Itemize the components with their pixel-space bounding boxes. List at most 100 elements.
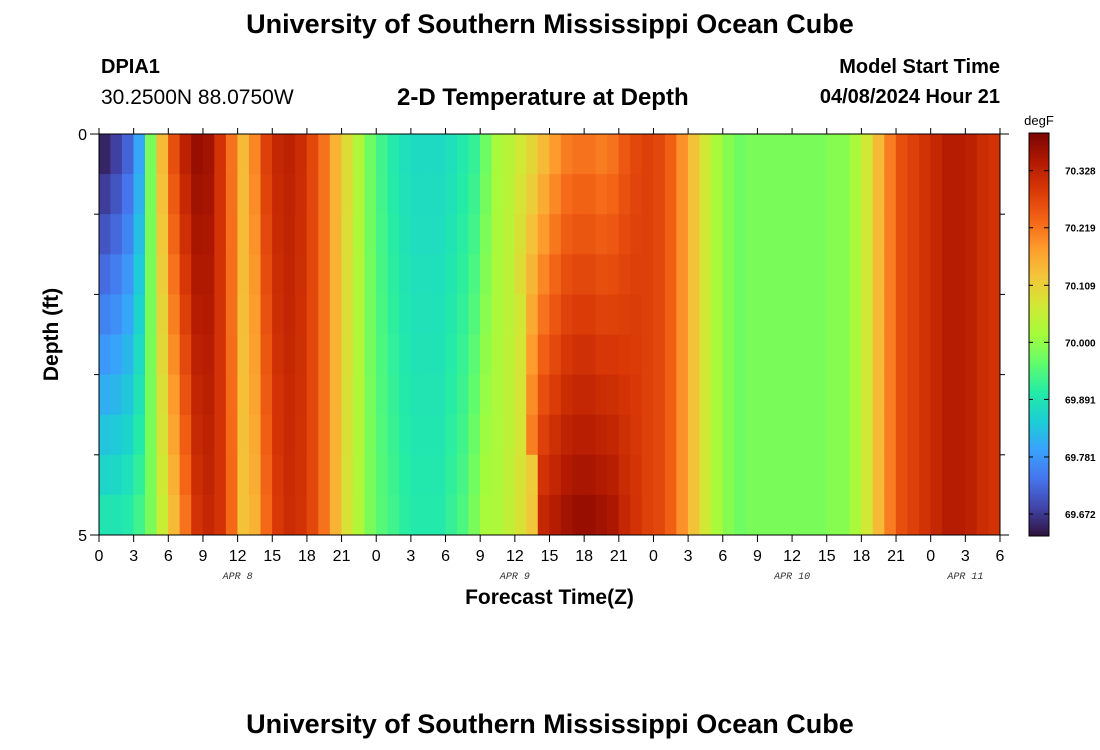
heatmap-cell — [145, 254, 157, 295]
heatmap-cell — [272, 214, 285, 255]
heatmap-cell — [907, 134, 920, 175]
heatmap-cell — [687, 214, 700, 255]
heatmap-cell — [214, 454, 227, 496]
heatmap-cell — [456, 254, 469, 295]
heatmap-cell — [895, 254, 908, 295]
heatmap-cell — [260, 254, 273, 295]
colorbar-tick-label: 69.891 — [1065, 395, 1096, 406]
heatmap-cell — [976, 174, 989, 215]
heatmap-cell — [687, 134, 700, 175]
heatmap-cell — [965, 134, 978, 175]
heatmap-cell — [433, 454, 446, 496]
heatmap-cell — [352, 294, 365, 335]
heatmap-cell — [861, 134, 874, 175]
heatmap-cell — [98, 494, 111, 536]
heatmap-cell — [133, 254, 146, 295]
heatmap-cell — [814, 414, 827, 456]
heatmap-cell — [653, 134, 666, 175]
heatmap-cell — [895, 454, 908, 496]
heatmap-cell — [156, 334, 169, 375]
heatmap-cell — [838, 134, 851, 175]
heatmap-cell — [838, 214, 851, 255]
x-tick-label: 6 — [718, 548, 727, 565]
heatmap-cell — [676, 454, 689, 496]
heatmap-cell — [283, 334, 296, 375]
heatmap-cell — [110, 414, 123, 456]
heatmap-cell — [583, 214, 596, 255]
heatmap-cell — [410, 174, 423, 215]
heatmap-cell — [988, 494, 1001, 536]
heatmap-cell — [745, 254, 758, 295]
heatmap-cell — [572, 414, 585, 456]
heatmap-cell — [156, 174, 169, 215]
heatmap-cell — [410, 454, 423, 496]
heatmap-cell — [341, 214, 354, 255]
heatmap-cell — [537, 134, 550, 175]
heatmap-cell — [861, 334, 874, 375]
heatmap-cell — [745, 494, 758, 536]
heatmap-cell — [653, 214, 666, 255]
heatmap-cell — [641, 454, 654, 496]
heatmap-cell — [942, 134, 954, 175]
heatmap-cell — [179, 494, 192, 536]
x-tick-label: 21 — [887, 548, 905, 565]
heatmap-cell — [133, 134, 146, 175]
heatmap-cell — [826, 454, 839, 496]
heatmap-cell — [734, 414, 747, 456]
heatmap-cell — [560, 294, 573, 335]
heatmap-cell — [884, 254, 897, 295]
heatmap-cell — [329, 494, 342, 536]
heatmap-cell — [376, 294, 388, 335]
heatmap-cell — [283, 254, 296, 295]
heatmap-cell — [110, 494, 123, 536]
heatmap-cell — [352, 414, 365, 456]
heatmap-cell — [930, 214, 943, 255]
heatmap-cell — [318, 254, 331, 295]
colorbar-unit: degF — [1024, 113, 1054, 128]
heatmap-cell — [791, 454, 804, 496]
heatmap-cell — [988, 214, 1001, 255]
heatmap-cell — [618, 174, 631, 215]
heatmap-cell — [468, 494, 481, 536]
heatmap-cell — [248, 254, 261, 295]
heatmap-cell — [699, 414, 712, 456]
heatmap-cell — [133, 334, 146, 375]
heatmap-cell — [884, 374, 897, 416]
heatmap-cells — [98, 134, 1001, 536]
heatmap-cell — [156, 254, 169, 295]
heatmap-cell — [295, 374, 308, 416]
heatmap-cell — [711, 414, 723, 456]
heatmap-cell — [537, 174, 550, 215]
heatmap-cell — [191, 134, 204, 175]
heatmap-cell — [433, 334, 446, 375]
heatmap-cell — [491, 174, 504, 215]
heatmap-cell — [479, 214, 492, 255]
heatmap-cell — [248, 414, 261, 456]
heatmap-cell — [422, 174, 435, 215]
heatmap-cell — [711, 494, 723, 536]
heatmap-cell — [976, 494, 989, 536]
heatmap-cell — [722, 174, 735, 215]
heatmap-cell — [595, 414, 608, 456]
heatmap-cell — [676, 134, 689, 175]
heatmap-cell — [630, 414, 643, 456]
heatmap-cell — [445, 214, 458, 255]
heatmap-cell — [399, 494, 412, 536]
heatmap-cell — [687, 294, 700, 335]
heatmap-cell — [953, 374, 966, 416]
heatmap-cell — [641, 214, 654, 255]
heatmap-cell — [549, 454, 562, 496]
heatmap-cell — [826, 374, 839, 416]
heatmap-cell — [722, 214, 735, 255]
heatmap-cell — [676, 254, 689, 295]
heatmap-cell — [664, 214, 677, 255]
heatmap-cell — [838, 254, 851, 295]
heatmap-cell — [942, 494, 954, 536]
heatmap-cell — [514, 414, 527, 456]
x-tick-label: 21 — [333, 548, 351, 565]
heatmap-cell — [202, 454, 215, 496]
heatmap-cell — [306, 174, 319, 215]
heatmap-cell — [826, 334, 839, 375]
heatmap-cell — [607, 494, 620, 536]
heatmap-cell — [814, 134, 827, 175]
